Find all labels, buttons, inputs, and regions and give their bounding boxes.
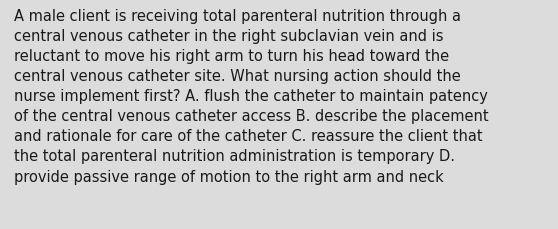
Text: A male client is receiving total parenteral nutrition through a
central venous c: A male client is receiving total parente…: [14, 9, 489, 184]
